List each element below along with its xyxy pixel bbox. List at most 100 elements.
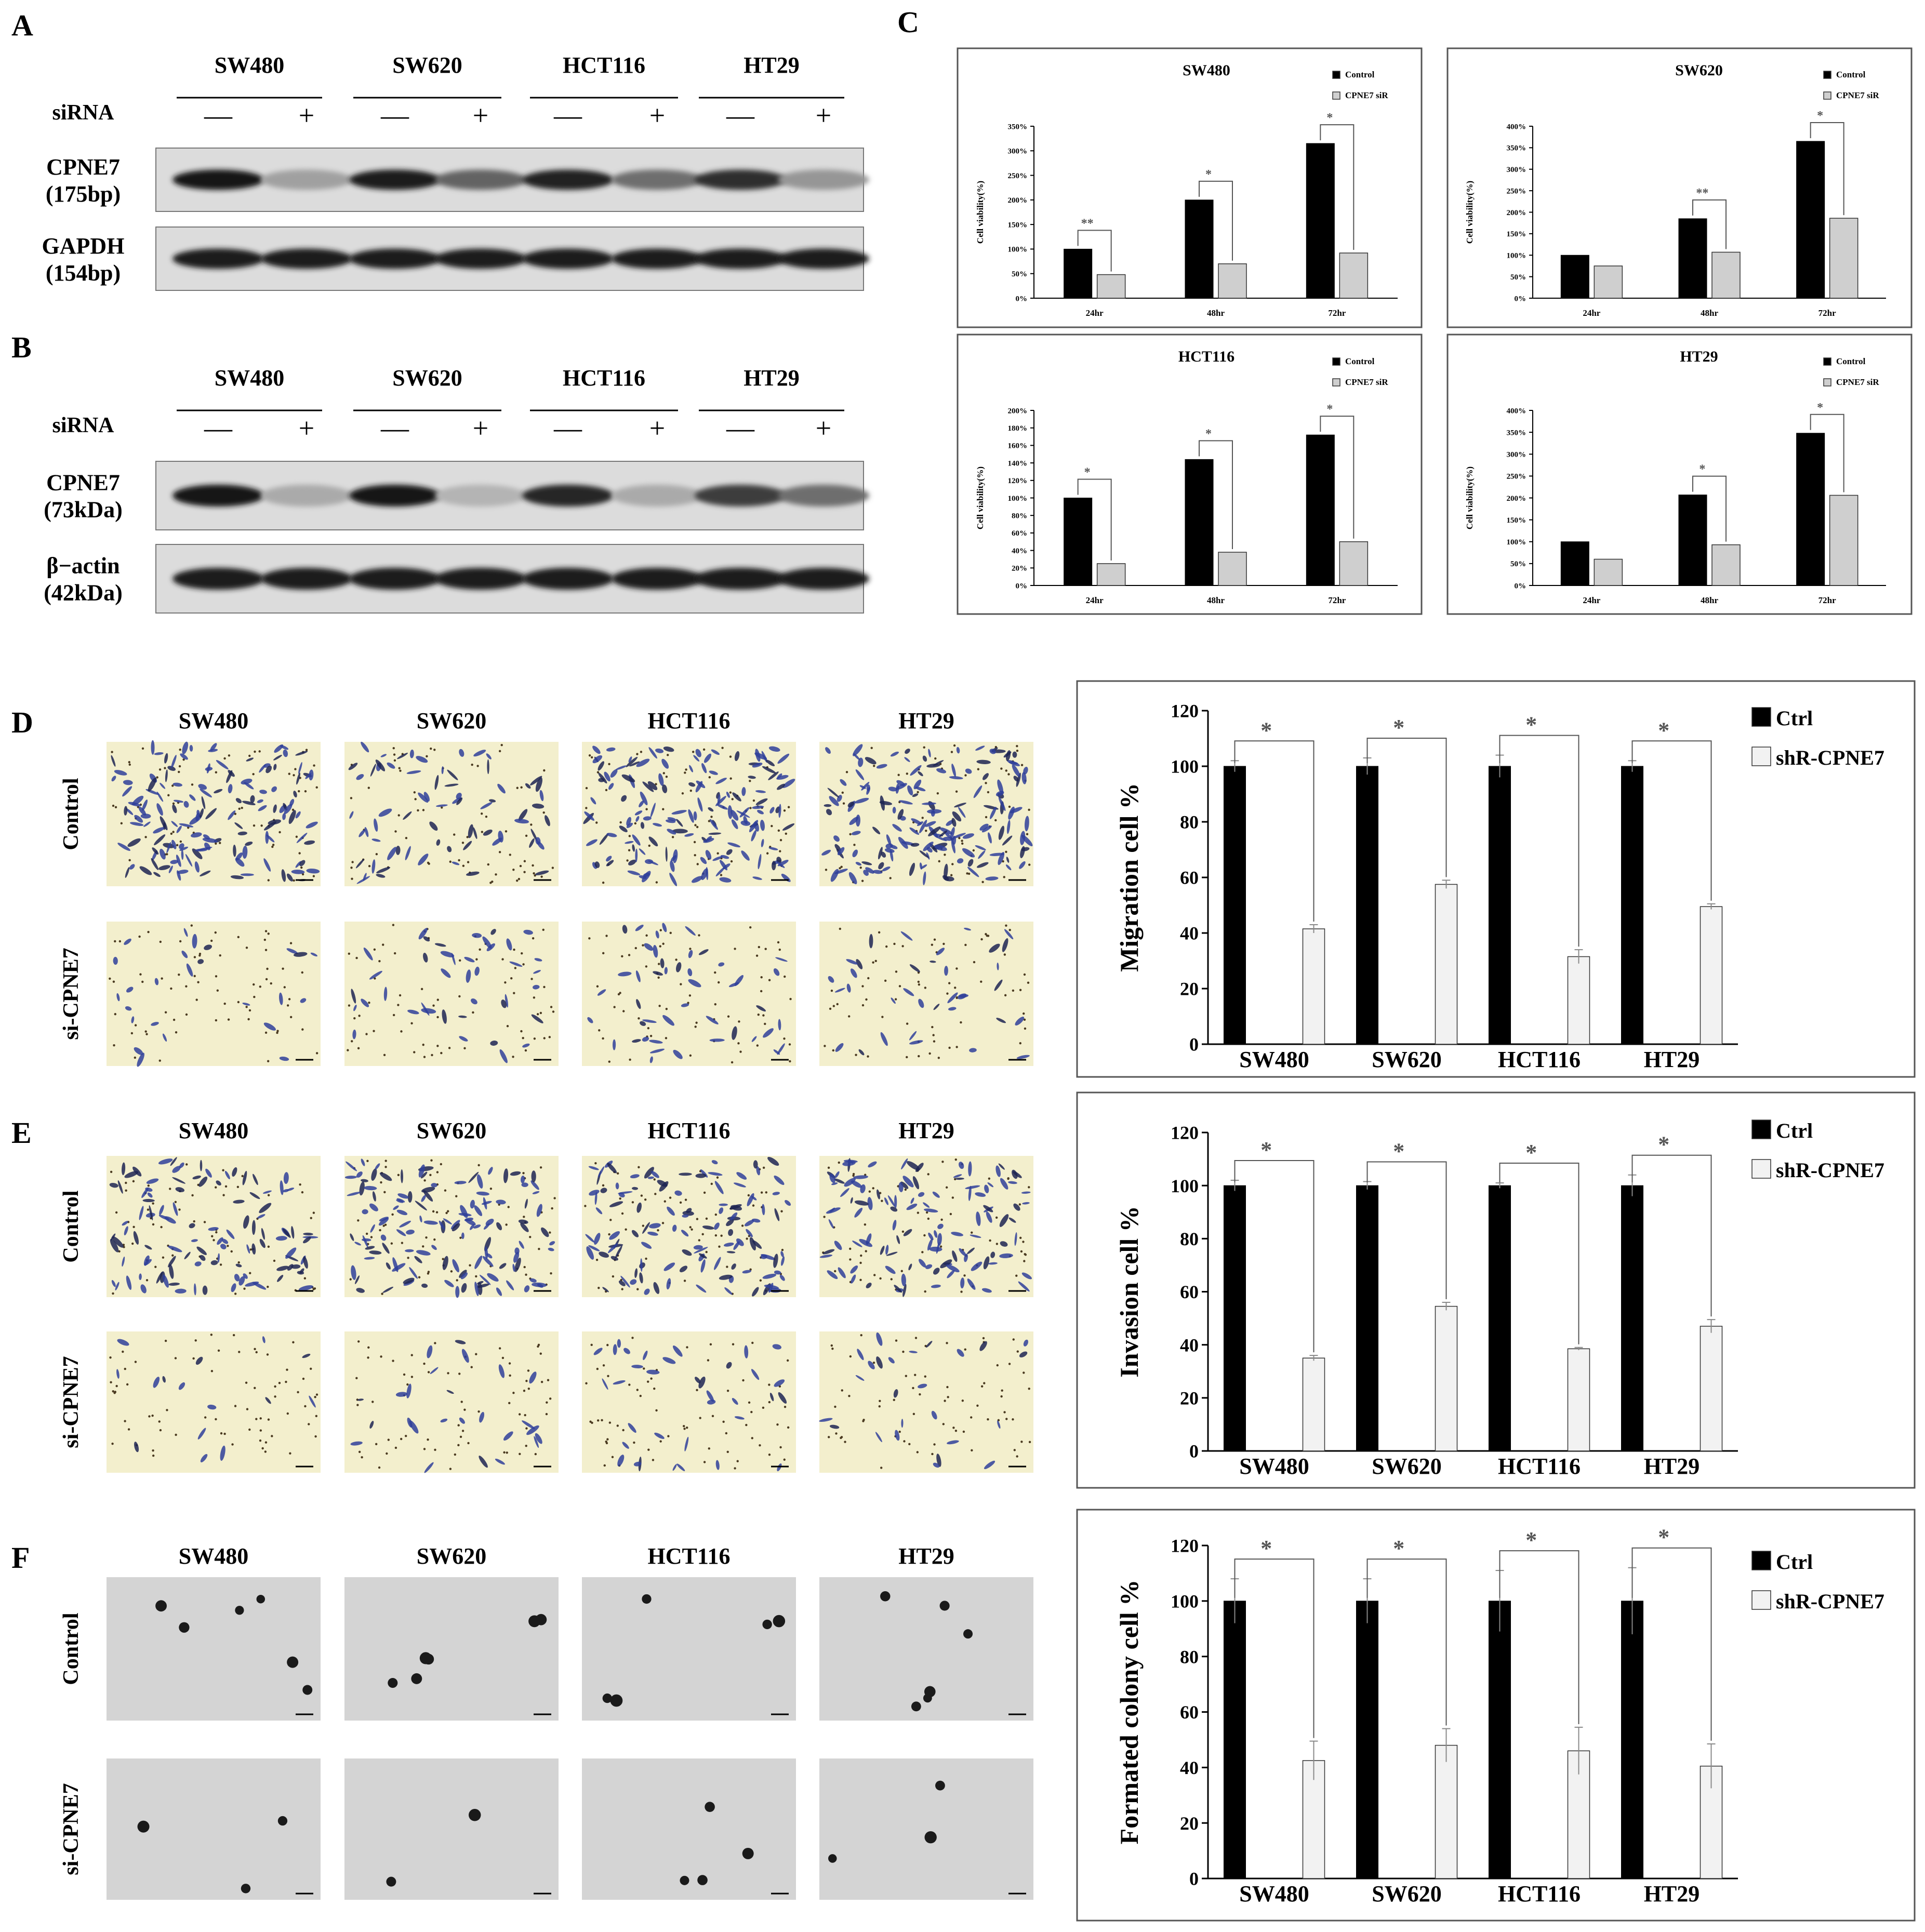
stained-cell bbox=[396, 1229, 406, 1236]
pore-dot bbox=[928, 1052, 931, 1055]
stained-cell bbox=[395, 845, 401, 855]
pore-dot bbox=[588, 754, 591, 757]
stained-cell bbox=[760, 819, 765, 831]
pore-dot bbox=[671, 836, 674, 838]
pore-dot bbox=[216, 989, 219, 992]
stained-cell bbox=[271, 786, 277, 792]
pore-dot bbox=[752, 1204, 755, 1207]
legend-label: shR-CPNE7 bbox=[1776, 1158, 1884, 1182]
pore-dot bbox=[259, 985, 262, 988]
significance-mark: * bbox=[1260, 717, 1272, 743]
stained-cell bbox=[926, 809, 942, 814]
bar-control bbox=[1306, 434, 1335, 586]
stained-cell bbox=[851, 968, 857, 978]
pore-dot bbox=[351, 1040, 353, 1043]
stained-cell bbox=[111, 755, 116, 767]
stained-cell bbox=[926, 852, 930, 860]
stained-cell bbox=[727, 805, 733, 819]
stained-cell bbox=[387, 847, 397, 860]
stained-cell bbox=[594, 1192, 598, 1205]
x-tick-label: HCT116 bbox=[1498, 1881, 1581, 1907]
stained-cell bbox=[826, 809, 832, 816]
migration-cellline-label: SW620 bbox=[417, 708, 486, 734]
pore-dot bbox=[961, 842, 964, 845]
pore-dot bbox=[1022, 1241, 1025, 1243]
stained-cell bbox=[821, 849, 831, 856]
pore-dot bbox=[489, 1187, 493, 1190]
pore-dot bbox=[434, 1448, 436, 1451]
stained-cell bbox=[947, 1440, 959, 1445]
pore-dot bbox=[720, 874, 723, 876]
stained-cell bbox=[840, 1188, 849, 1197]
pore-dot bbox=[881, 1200, 883, 1202]
wb-row-sublabel: (73kDa) bbox=[44, 497, 123, 522]
pore-dot bbox=[1007, 1177, 1010, 1180]
stained-cell bbox=[235, 852, 243, 861]
stained-cell bbox=[957, 858, 964, 864]
stained-cell bbox=[936, 948, 945, 955]
stained-cell bbox=[189, 794, 196, 801]
pore-dot bbox=[237, 1261, 240, 1264]
stained-cell bbox=[647, 1231, 658, 1236]
pore-dot bbox=[234, 812, 237, 815]
pore-dot bbox=[638, 1017, 640, 1020]
stained-cell bbox=[496, 1287, 502, 1296]
pore-dot bbox=[932, 1034, 935, 1036]
pore-dot bbox=[397, 1174, 400, 1177]
y-tick-label: 20 bbox=[1180, 1388, 1199, 1408]
stained-cell bbox=[731, 810, 739, 821]
pore-dot bbox=[636, 753, 639, 755]
pore-dot bbox=[1005, 924, 1007, 927]
stained-cell bbox=[640, 1021, 646, 1026]
stained-cell bbox=[610, 769, 618, 778]
pore-dot bbox=[658, 1005, 661, 1007]
pore-dot bbox=[748, 1401, 751, 1404]
pore-dot bbox=[227, 1018, 230, 1021]
pore-dot bbox=[960, 1021, 962, 1024]
pore-dot bbox=[689, 1226, 692, 1229]
stained-cell bbox=[751, 1218, 761, 1223]
stained-cell bbox=[774, 1379, 785, 1387]
pore-dot bbox=[764, 948, 767, 950]
stained-cell bbox=[728, 1229, 734, 1236]
x-tick-label: SW620 bbox=[1372, 1454, 1441, 1479]
stained-cell bbox=[200, 1255, 206, 1261]
pore-dot bbox=[403, 1373, 406, 1376]
pore-dot bbox=[711, 1415, 714, 1418]
stained-cell bbox=[379, 1172, 392, 1181]
stained-cell bbox=[781, 1256, 785, 1266]
stained-cell bbox=[459, 1417, 465, 1424]
stained-cell bbox=[162, 1033, 167, 1042]
stained-cell bbox=[679, 1172, 692, 1176]
pore-dot bbox=[253, 983, 255, 986]
pore-dot bbox=[919, 1393, 921, 1396]
pore-dot bbox=[859, 1278, 862, 1282]
stained-cell bbox=[776, 775, 789, 780]
stained-cell bbox=[149, 1205, 153, 1221]
stained-cell bbox=[673, 1049, 683, 1059]
stained-cell bbox=[122, 786, 132, 797]
pore-dot bbox=[827, 1166, 830, 1169]
legend-label: Control bbox=[1345, 356, 1375, 366]
pore-dot bbox=[210, 1370, 214, 1373]
pore-dot bbox=[398, 767, 401, 769]
stained-cell bbox=[191, 1239, 198, 1242]
pore-dot bbox=[303, 1277, 307, 1280]
stained-cell bbox=[524, 1198, 528, 1209]
chart-title: SW620 bbox=[1675, 62, 1723, 79]
pore-dot bbox=[752, 799, 755, 802]
pore-dot bbox=[264, 949, 268, 951]
pore-dot bbox=[383, 1054, 386, 1057]
stained-cell bbox=[885, 1265, 896, 1274]
stained-cell bbox=[446, 1390, 454, 1394]
stained-cell bbox=[762, 1204, 765, 1216]
pore-dot bbox=[594, 1162, 597, 1165]
pore-dot bbox=[924, 1375, 926, 1378]
stained-cell bbox=[416, 1250, 431, 1256]
wb-sign: — bbox=[726, 412, 755, 444]
pcr-band bbox=[522, 248, 614, 269]
pore-dot bbox=[366, 1160, 369, 1163]
pore-dot bbox=[523, 860, 526, 862]
stained-cell bbox=[909, 1351, 918, 1353]
pore-dot bbox=[550, 1272, 552, 1275]
